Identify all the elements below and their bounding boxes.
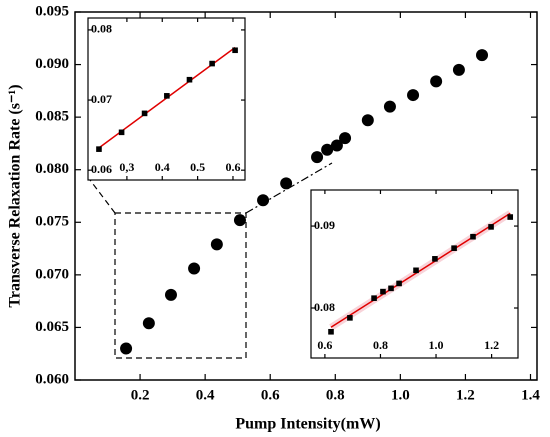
x-axis-title: Pump Intensity(mW) [235, 416, 380, 433]
point [96, 146, 102, 152]
point [430, 75, 443, 88]
y-tick-label: 0.09 [314, 218, 335, 232]
point [141, 110, 148, 117]
point [413, 267, 419, 274]
point [339, 132, 352, 145]
point [488, 224, 494, 230]
point [470, 233, 476, 240]
point [321, 143, 334, 156]
y-tick-label: 0.065 [35, 319, 69, 335]
point [432, 256, 438, 262]
x-tick-label: 0.4 [196, 387, 215, 403]
x-tick-label: 0.6 [317, 338, 332, 352]
point [210, 238, 223, 251]
x-tick-label: 0.8 [373, 338, 388, 352]
point [361, 114, 374, 127]
y-tick-label: 0.090 [35, 56, 69, 72]
y-tick-label: 0.080 [35, 161, 69, 177]
y-tick-label: 0.075 [35, 214, 69, 230]
x-tick-label: 0.5 [190, 160, 205, 174]
x-tick-label: 0.6 [225, 160, 240, 174]
point [142, 317, 155, 330]
connector [89, 179, 116, 214]
point [476, 49, 489, 62]
point [371, 295, 377, 301]
point [188, 262, 201, 275]
point [233, 214, 246, 227]
x-tick-label: 1.0 [391, 387, 410, 403]
point [257, 194, 270, 207]
point [209, 60, 215, 67]
point [120, 342, 133, 355]
x-tick-label: 1.0 [429, 338, 444, 352]
point [186, 76, 193, 83]
point [396, 280, 402, 287]
x-tick-label: 0.4 [155, 160, 170, 174]
point [507, 214, 514, 220]
y-tick-label: 0.095 [35, 3, 69, 19]
y-axis-title: Transverse Relaxation Rate (s⁻¹) [7, 84, 24, 307]
y-tick-label: 0.08 [314, 300, 335, 314]
x-tick-label: 0.2 [131, 387, 150, 403]
point [380, 288, 386, 295]
point [232, 47, 238, 54]
zoom-box [114, 212, 247, 359]
point [164, 288, 177, 301]
y-tick-label: 0.08 [91, 22, 112, 36]
point [164, 93, 170, 99]
x-tick-label: 1.4 [521, 387, 540, 403]
plot-frame [74, 11, 538, 381]
point [451, 245, 457, 251]
y-tick-label: 0.085 [35, 109, 69, 125]
y-tick-label: 0.060 [35, 371, 69, 387]
point [388, 285, 394, 292]
y-tick-label: 0.070 [35, 266, 69, 282]
point [311, 151, 324, 164]
point [452, 63, 465, 76]
point [383, 100, 396, 113]
point [118, 129, 125, 136]
y-tick-label: 0.07 [91, 92, 112, 106]
fit-line [330, 212, 511, 328]
x-tick-label: 1.2 [456, 387, 475, 403]
point [328, 328, 334, 335]
point [347, 315, 353, 321]
point [330, 139, 343, 152]
point [407, 89, 420, 102]
point [280, 177, 293, 190]
x-tick-label: 0.6 [261, 387, 280, 403]
x-tick-label: 0,3 [119, 160, 134, 174]
x-tick-label: 1.2 [484, 338, 499, 352]
y-tick-label: 0.06 [91, 162, 112, 176]
x-tick-label: 0.8 [326, 387, 345, 403]
